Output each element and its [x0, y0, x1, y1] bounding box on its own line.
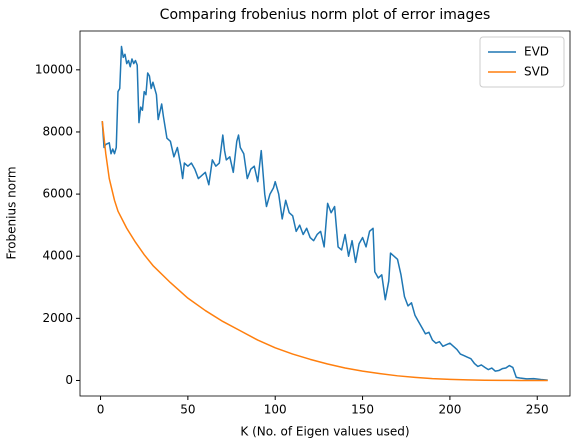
- y-tick-label: 2000: [42, 311, 73, 325]
- x-tick-label: 100: [264, 403, 287, 417]
- y-tick-label: 8000: [42, 124, 73, 138]
- x-tick-label: 0: [97, 403, 105, 417]
- legend-label: EVD: [524, 45, 549, 59]
- y-axis-label: Frobenius norm: [5, 166, 19, 259]
- x-tick-label: 50: [180, 403, 195, 417]
- x-tick-label: 200: [438, 403, 461, 417]
- x-tick-label: 150: [351, 403, 374, 417]
- legend-label: SVD: [524, 65, 549, 79]
- legend-box: [479, 36, 565, 88]
- x-axis-label: K (No. of Eigen values used): [240, 425, 409, 439]
- y-tick-label: 10000: [35, 62, 73, 76]
- y-tick-label: 0: [65, 373, 73, 387]
- y-tick-label: 4000: [42, 249, 73, 263]
- line-series: [101, 45, 548, 381]
- x-tick-label: 250: [526, 403, 549, 417]
- chart-title: Comparing frobenius norm plot of error i…: [160, 7, 491, 23]
- plot-frame: [79, 30, 571, 397]
- y-tick-label: 6000: [42, 187, 73, 201]
- line-series: [101, 121, 548, 382]
